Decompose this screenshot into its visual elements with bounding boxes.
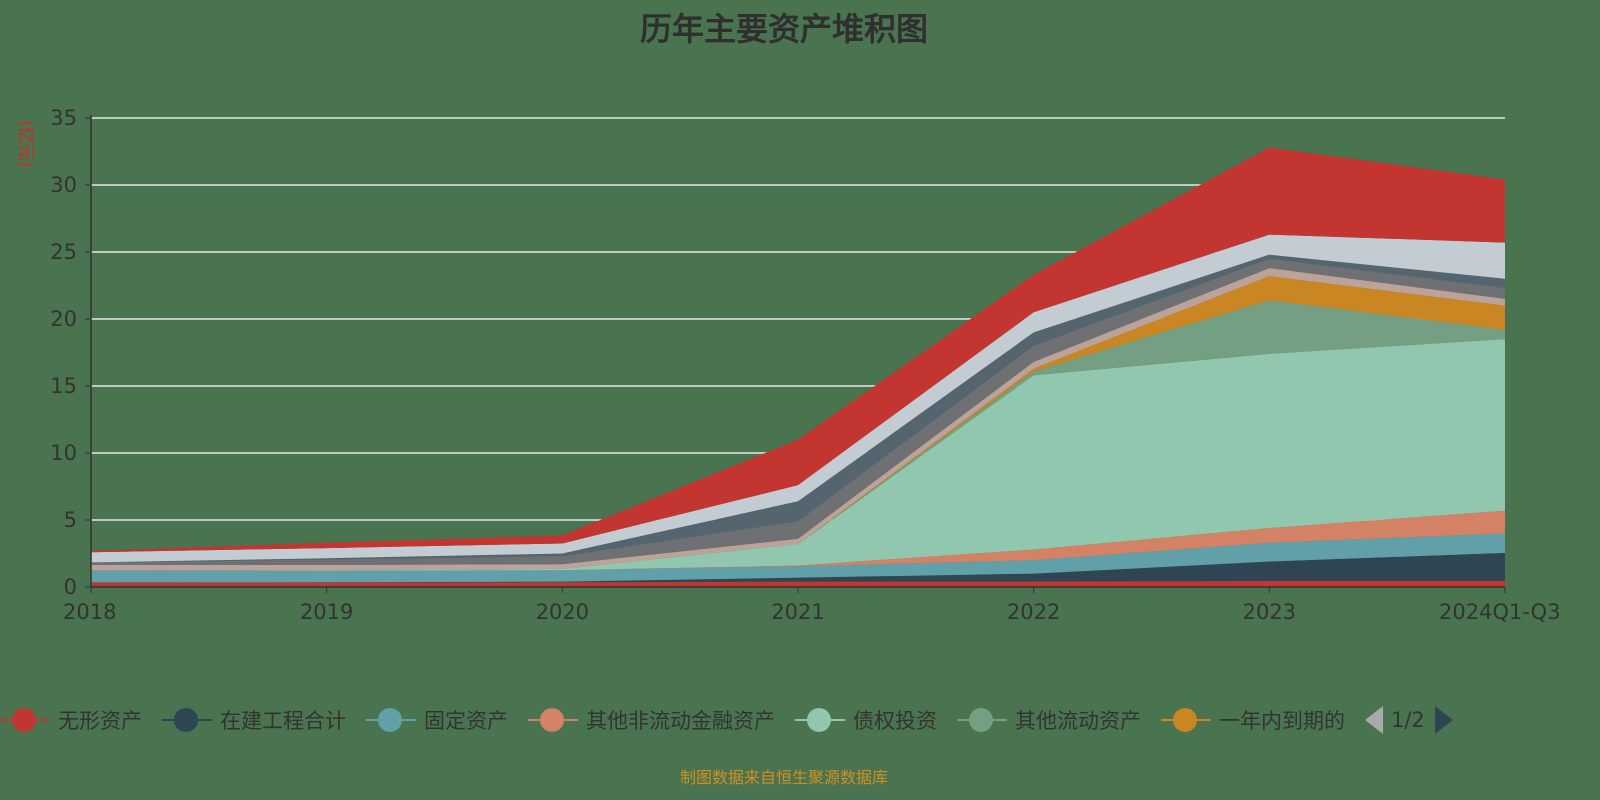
legend-label: 一年内到期的 (1219, 709, 1345, 733)
y-tick-label: 5 (64, 508, 77, 532)
legend-label: 固定资产 (424, 709, 508, 733)
legend-item[interactable]: 债权投资 (795, 705, 937, 735)
y-tick-label: 0 (64, 575, 77, 599)
y-tick-label: 30 (50, 173, 77, 197)
legend-label: 债权投资 (853, 709, 937, 733)
legend-circle-icon (0, 706, 50, 734)
x-tick-label: 2022 (1007, 600, 1060, 624)
legend-item[interactable]: 一年内到期的 (1161, 705, 1345, 735)
area-series-5 (91, 300, 1505, 571)
area-series-2 (91, 533, 1505, 583)
legend-item[interactable]: 无形资产 (0, 705, 142, 735)
legend-item[interactable]: 在建工程合计 (162, 705, 346, 735)
legend: 无形资产 在建工程合计 固定资产 其他非流动金融资产 债权投资 其他流动资产 一年内到期的 1… (0, 702, 1453, 738)
legend-circle-icon (366, 706, 416, 734)
x-tick-label: 2018 (63, 600, 116, 624)
legend-circle-icon (795, 706, 845, 734)
legend-circle-icon (162, 706, 212, 734)
area-series-1 (91, 552, 1505, 583)
legend-pager: 1/2 (1365, 706, 1453, 734)
legend-label: 在建工程合计 (220, 709, 346, 733)
legend-circle-icon (957, 706, 1007, 734)
x-tick-label: 2021 (771, 600, 824, 624)
x-tick-label: 2023 (1243, 600, 1296, 624)
y-tick-label: 15 (50, 374, 77, 398)
area-series-3 (91, 510, 1505, 571)
legend-label: 无形资产 (58, 709, 142, 733)
x-tick-label: 2019 (300, 600, 353, 624)
legend-page-indicator: 1/2 (1391, 708, 1425, 732)
area-series-6 (91, 276, 1505, 571)
chart-title: 历年主要资产堆积图 (639, 10, 928, 48)
legend-circle-icon (528, 706, 578, 734)
area-series-10 (91, 234, 1505, 563)
area-series-11 (91, 147, 1505, 553)
legend-item[interactable]: 固定资产 (366, 705, 508, 735)
area-series-4 (91, 339, 1505, 571)
y-tick-label: 35 (50, 106, 77, 130)
area-series-0 (91, 580, 1505, 587)
legend-item[interactable]: 其他流动资产 (957, 705, 1141, 735)
legend-label: 其他流动资产 (1015, 709, 1141, 733)
legend-next-page-icon[interactable] (1434, 706, 1453, 734)
data-source-footer: 制图数据来自恒生聚源数据库 (679, 768, 888, 787)
x-tick-label: 2024Q1-Q3 (1439, 600, 1561, 624)
y-tick-label: 20 (50, 307, 77, 331)
y-tick-label: 10 (50, 441, 77, 465)
legend-item[interactable]: 其他非流动金融资产 (528, 705, 775, 735)
legend-prev-page-icon[interactable] (1365, 706, 1383, 734)
y-tick-label: 25 (50, 240, 77, 264)
x-tick-label: 2020 (536, 600, 589, 624)
legend-label: 其他非流动金融资产 (586, 709, 775, 733)
legend-circle-icon (1161, 706, 1211, 734)
